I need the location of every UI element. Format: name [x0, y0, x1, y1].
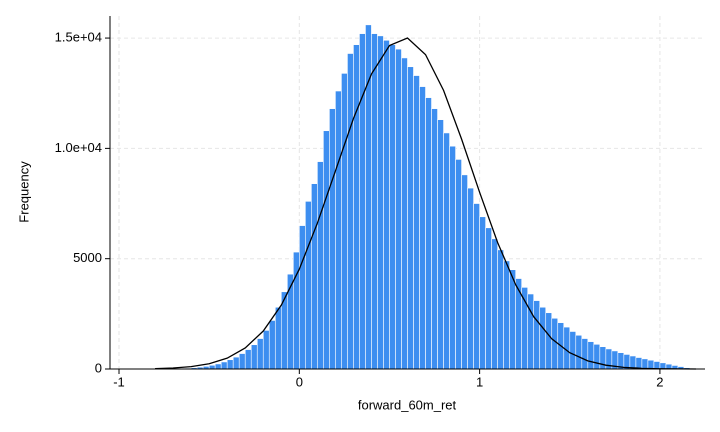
bar — [539, 306, 547, 370]
bar — [268, 320, 276, 370]
x-tick-label: 2 — [656, 374, 663, 389]
bar — [551, 317, 559, 370]
bar — [299, 225, 306, 370]
bar — [407, 66, 414, 370]
bar — [419, 86, 426, 370]
bar — [467, 187, 474, 370]
bar — [244, 349, 252, 370]
bar — [311, 183, 318, 370]
bar — [599, 346, 607, 370]
y-tick-label: 1.0e+04 — [55, 140, 102, 155]
bar — [371, 33, 378, 370]
bar — [587, 341, 595, 370]
bar — [485, 227, 492, 370]
bar — [208, 364, 216, 370]
x-tick-label: 0 — [296, 374, 303, 389]
bar — [455, 159, 462, 370]
bar — [515, 278, 522, 370]
bar — [533, 300, 541, 370]
bar — [443, 132, 450, 370]
y-tick-label: 1.5e+04 — [55, 30, 102, 45]
x-tick-label: -1 — [113, 374, 125, 389]
bar — [431, 108, 438, 370]
bar — [629, 355, 637, 370]
bar — [449, 145, 456, 370]
bar — [329, 108, 336, 370]
bar — [413, 75, 420, 370]
bar — [323, 130, 330, 370]
bar — [593, 343, 601, 370]
bar — [305, 201, 312, 370]
bar — [335, 90, 342, 370]
bar — [359, 33, 366, 370]
bar — [401, 57, 408, 370]
bar — [232, 356, 240, 370]
y-tick-label: 5000 — [73, 250, 102, 265]
bar — [641, 358, 649, 370]
bar — [569, 331, 577, 370]
bar — [635, 357, 643, 370]
y-tick-label: 0 — [95, 360, 102, 375]
bar — [461, 174, 468, 370]
bar — [497, 249, 504, 370]
bar — [545, 312, 553, 370]
bar — [425, 97, 432, 370]
bar — [226, 359, 234, 370]
bar — [341, 73, 348, 370]
density-curve — [155, 37, 696, 370]
bar — [347, 53, 354, 370]
bar — [437, 119, 444, 370]
bar — [250, 344, 258, 370]
y-axis-label: Frequency — [16, 161, 31, 223]
bar — [479, 216, 486, 370]
bar — [575, 334, 583, 370]
bar — [377, 35, 384, 370]
bar — [383, 39, 390, 370]
bar — [503, 260, 510, 370]
bar — [389, 44, 396, 370]
bar — [653, 361, 661, 370]
bar — [274, 306, 282, 370]
bar — [353, 44, 360, 370]
bar — [256, 338, 264, 370]
bar — [473, 203, 480, 370]
bar — [220, 361, 228, 370]
bar — [262, 330, 270, 370]
bar — [317, 161, 324, 370]
bar — [527, 293, 535, 370]
x-tick-label: 1 — [476, 374, 483, 389]
x-axis-label: forward_60m_ret — [358, 397, 457, 412]
bar — [659, 362, 667, 370]
bar — [395, 48, 402, 370]
bar — [491, 238, 498, 370]
bar — [509, 269, 516, 370]
bar — [214, 363, 222, 370]
bar — [238, 353, 246, 370]
bar — [581, 338, 589, 370]
bar — [647, 359, 655, 370]
